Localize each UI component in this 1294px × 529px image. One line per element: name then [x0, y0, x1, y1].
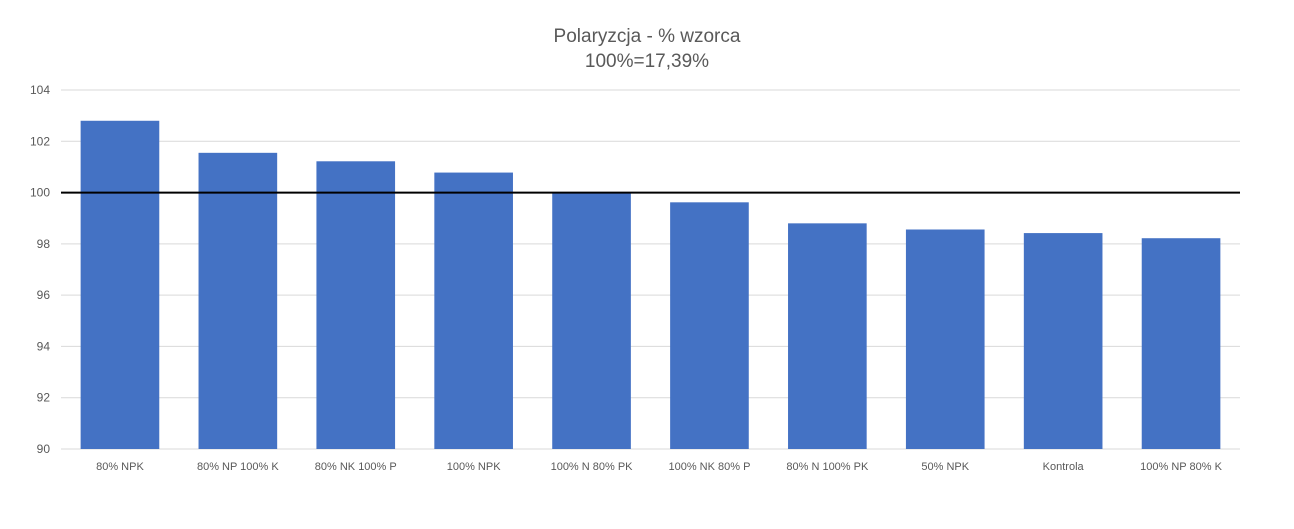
y-tick-label: 102 [30, 134, 50, 148]
chart-title-block: Polaryzcja - % wzorca 100%=17,39% [0, 24, 1294, 74]
bar [670, 202, 749, 449]
x-category-label: 100% NP 80% K [1140, 461, 1222, 473]
x-category-label: 100% N 80% PK [551, 461, 634, 473]
y-tick-label: 96 [37, 288, 51, 302]
bars [80, 120, 1221, 450]
y-tick-label: 94 [37, 339, 51, 353]
y-tick-label: 98 [37, 237, 51, 251]
bar [788, 223, 867, 449]
x-category-label: 80% NP 100% K [197, 461, 279, 473]
bar [198, 152, 278, 449]
y-tick-label: 90 [37, 442, 51, 456]
x-category-label: Kontrola [1043, 461, 1085, 473]
bar [434, 172, 513, 449]
bar [316, 161, 396, 449]
x-category-label: 80% NK 100% P [315, 461, 397, 473]
x-category-label: 100% NK 80% P [668, 461, 750, 473]
y-tick-label: 100 [30, 186, 50, 200]
bar [552, 192, 631, 450]
x-axis-labels: 80% NPK 80% NP 100% K 80% NK 100% P 100% NP… [96, 461, 1222, 473]
x-category-label: 80% NPK [96, 461, 144, 473]
chart-title: Polaryzcja - % wzorca [553, 26, 741, 47]
bar [1023, 233, 1103, 449]
bar [80, 120, 160, 450]
bar [1141, 238, 1221, 449]
y-tick-label: 92 [37, 391, 51, 405]
x-category-label: 50% NPK [921, 461, 969, 473]
x-category-label: 100% NPK [447, 461, 501, 473]
y-tick-label: 104 [30, 83, 50, 97]
y-axis-ticks: 90 92 94 96 98 100 102 104 [30, 83, 50, 456]
bar [905, 229, 985, 449]
chart-subtitle: 100%=17,39% [584, 51, 710, 72]
x-category-label: 80% N 100% PK [786, 461, 869, 473]
